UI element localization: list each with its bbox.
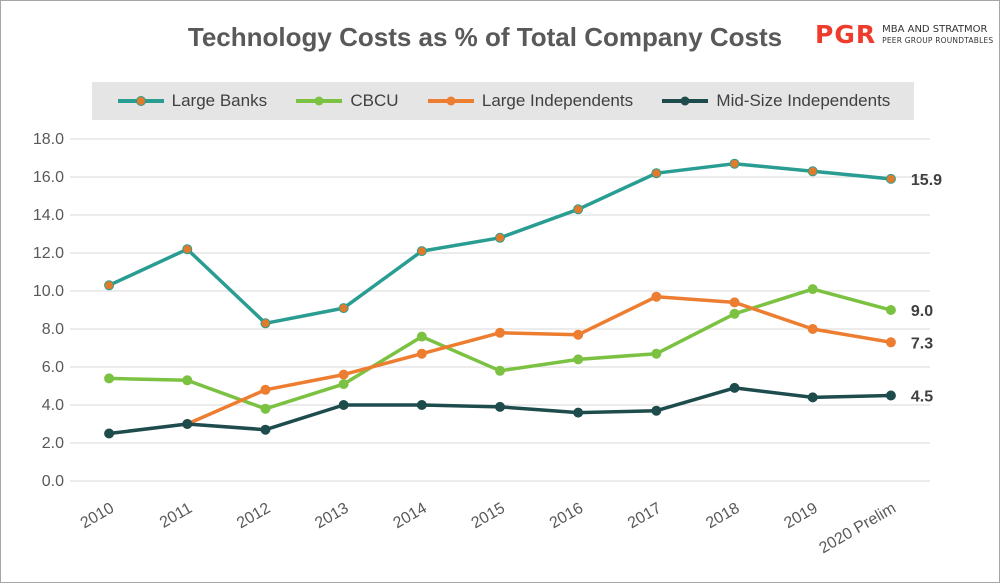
data-point-large-banks	[416, 246, 427, 257]
series-line-large-banks	[108, 161, 892, 326]
x-tick-label: 2014	[390, 500, 429, 533]
y-tick-label: 2.0	[42, 435, 64, 452]
chart-title: Technology Costs as % of Total Company C…	[187, 22, 783, 52]
data-point-large-independents	[338, 369, 349, 380]
x-tick-label: 2011	[157, 500, 195, 532]
legend-item-cbcu: CBCU	[294, 91, 399, 111]
data-point-large-independents	[416, 348, 427, 359]
data-point-large-banks	[573, 204, 584, 215]
end-label-large-banks: 15.9	[911, 172, 942, 189]
logo-line-2: PEER GROUP ROUNDTABLES	[882, 35, 994, 45]
data-point-large-independents	[807, 324, 818, 334]
y-axis: 0.0 2.0 4.0 6.0 8.0 10.0 12.0 14.0 16.0 18.0	[33, 131, 64, 490]
data-point-large-independents	[260, 384, 271, 395]
x-tick-label: 2010	[78, 500, 117, 533]
data-point-mid-size-independents	[260, 424, 271, 435]
series-group	[104, 158, 896, 439]
data-point-mid-size-independents	[729, 382, 740, 393]
series-line-large-independents	[186, 294, 892, 426]
x-tick-label: 2020 Prelim	[816, 500, 898, 557]
end-label-mid-size-independents: 4.5	[911, 389, 933, 406]
legend-swatch-mid-size-independents	[662, 96, 709, 106]
data-point-large-banks	[104, 280, 115, 291]
data-point-cbcu	[885, 305, 896, 315]
data-point-mid-size-independents	[416, 400, 427, 410]
logo-text: MBA AND STRATMOR PEER GROUP ROUNDTABLES	[882, 24, 993, 46]
y-tick-label: 8.0	[42, 321, 64, 338]
y-tick-label: 16.0	[33, 169, 64, 186]
data-point-cbcu	[260, 403, 271, 414]
logo-mark: PGR	[815, 20, 877, 49]
legend-swatch-large-banks	[117, 96, 164, 106]
x-tick-label: 2015	[469, 500, 508, 533]
legend-swatch-large-independents	[427, 96, 474, 106]
data-point-large-banks	[885, 173, 896, 184]
data-point-large-independents	[495, 327, 505, 338]
x-tick-label: 2013	[312, 500, 351, 533]
end-labels: 15.9 9.0 7.3 4.5	[911, 172, 942, 406]
legend-item-large-independents: Large Independents	[426, 91, 633, 111]
data-point-large-independents	[885, 337, 896, 348]
legend-item-large-banks: Large Banks	[116, 91, 267, 111]
data-point-cbcu	[573, 354, 584, 365]
data-point-large-banks	[651, 168, 662, 179]
data-point-cbcu	[495, 365, 505, 376]
chart-legend: Large Banks CBCU Large Independents Mid-…	[92, 82, 914, 120]
data-point-large-independents	[651, 291, 662, 302]
y-tick-label: 14.0	[33, 207, 64, 224]
end-label-cbcu: 9.0	[911, 303, 933, 320]
data-point-large-banks	[807, 166, 818, 177]
data-point-mid-size-independents	[651, 405, 662, 416]
data-point-cbcu	[416, 331, 427, 342]
data-point-cbcu	[729, 308, 740, 319]
x-axis: 2010 2011 2012 2013 2014 2015 2016 2017 2018 2019…	[78, 500, 899, 557]
data-point-mid-size-independents	[338, 400, 349, 410]
data-point-large-banks	[495, 232, 505, 243]
data-point-mid-size-independents	[807, 392, 818, 403]
data-point-large-banks	[729, 158, 740, 169]
legend-label-mid-size-independents: Mid-Size Independents	[716, 91, 891, 110]
data-point-cbcu	[807, 284, 818, 295]
legend-label-cbcu: CBCU	[350, 91, 399, 110]
y-tick-label: 10.0	[33, 283, 64, 300]
gridlines	[70, 138, 930, 482]
data-point-cbcu	[104, 373, 115, 384]
data-point-large-banks	[182, 244, 193, 255]
data-point-mid-size-independents	[104, 428, 115, 439]
x-tick-label: 2017	[625, 500, 664, 533]
pgr-logo: PGR MBA AND STRATMOR PEER GROUP ROUNDTAB…	[815, 20, 993, 49]
legend-swatch-cbcu	[296, 96, 343, 106]
end-label-large-independents: 7.3	[911, 335, 933, 352]
data-point-mid-size-independents	[885, 390, 896, 401]
legend-label-large-banks: Large Banks	[171, 91, 268, 110]
data-point-mid-size-independents	[182, 419, 193, 429]
y-tick-label: 0.0	[42, 473, 64, 490]
y-tick-label: 6.0	[42, 359, 64, 376]
data-point-mid-size-independents	[495, 401, 505, 412]
data-point-large-banks	[260, 318, 271, 329]
legend-item-mid-size-independents: Mid-Size Independents	[660, 91, 890, 111]
data-point-cbcu	[651, 348, 662, 359]
legend-label-large-independents: Large Independents	[481, 91, 634, 110]
data-point-cbcu	[338, 379, 349, 390]
logo-line-1: MBA AND STRATMOR	[882, 23, 988, 35]
y-tick-label: 4.0	[42, 397, 64, 414]
series-line-cbcu	[109, 287, 892, 411]
x-tick-label: 2016	[547, 500, 586, 533]
x-tick-label: 2012	[234, 500, 273, 533]
data-point-mid-size-independents	[573, 407, 584, 418]
x-tick-label: 2019	[781, 500, 820, 533]
y-tick-label: 12.0	[33, 245, 64, 262]
data-point-cbcu	[182, 375, 193, 386]
data-point-large-independents	[729, 297, 740, 308]
data-point-large-banks	[338, 303, 349, 314]
data-point-large-independents	[573, 329, 584, 340]
y-tick-label: 18.0	[33, 131, 64, 148]
x-tick-label: 2018	[703, 500, 742, 533]
